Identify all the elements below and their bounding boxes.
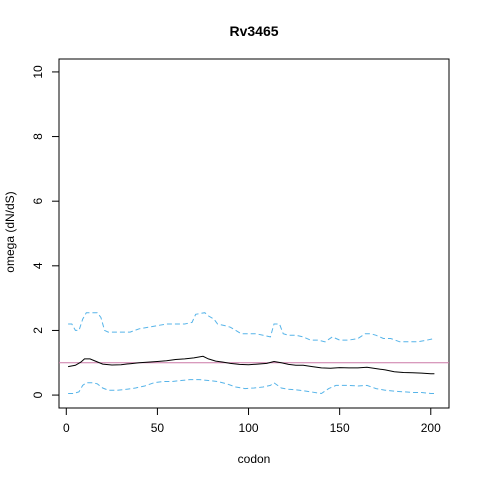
series-line-lower	[68, 379, 435, 395]
y-tick-label-4: 4	[31, 262, 45, 269]
plot-frame	[58, 58, 450, 409]
y-tick-label-6: 6	[31, 198, 45, 205]
x-tick-label-150: 150	[330, 421, 350, 435]
series-layer	[59, 312, 449, 395]
y-tick-label-2: 2	[31, 327, 45, 334]
x-tick-label-0: 0	[63, 421, 70, 435]
series-line-upper	[68, 312, 435, 343]
x-tick-label-200: 200	[421, 421, 441, 435]
y-tick-label-0: 0	[31, 391, 45, 398]
chart-title: Rv3465	[229, 23, 278, 39]
x-tick-label-50: 50	[151, 421, 165, 435]
x-axis: 0 50 100 150 200	[63, 407, 441, 435]
y-axis: 0 2 4 6 8 10	[31, 65, 60, 398]
x-tick-label-100: 100	[239, 421, 259, 435]
x-axis-label: codon	[238, 452, 271, 466]
series-line-estimate	[68, 355, 435, 375]
y-tick-label-10: 10	[31, 65, 45, 79]
y-axis-label: omega (dN/dS)	[3, 191, 17, 272]
y-tick-label-8: 8	[31, 133, 45, 140]
